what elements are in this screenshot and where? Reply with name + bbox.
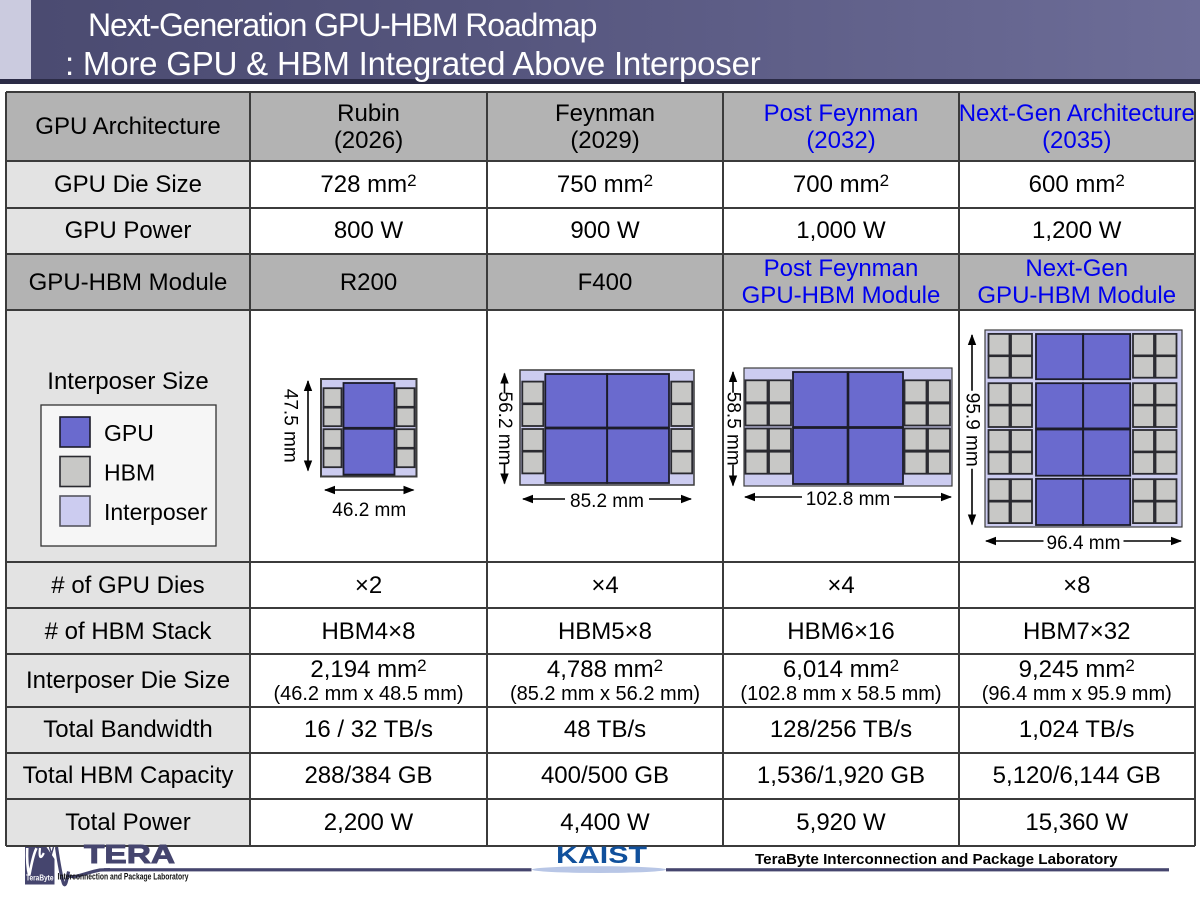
svg-text:58.5 mm: 58.5 mm: [723, 392, 744, 466]
svg-text:TeraByte: TeraByte: [26, 873, 54, 883]
svg-text:TERA: TERA: [84, 839, 175, 869]
svg-text:KAIST: KAIST: [556, 842, 647, 869]
svg-text:46.2 mm: 46.2 mm: [332, 500, 406, 521]
svg-text:96.4 mm: 96.4 mm: [1047, 533, 1121, 554]
svg-text:95.9 mm: 95.9 mm: [962, 393, 983, 467]
svg-text:HBM: HBM: [104, 460, 155, 486]
svg-text:47.5 mm: 47.5 mm: [280, 389, 301, 463]
svg-text:Interposer: Interposer: [104, 499, 208, 525]
svg-text:85.2 mm: 85.2 mm: [570, 491, 644, 512]
svg-text:102.8 mm: 102.8 mm: [806, 489, 890, 510]
svg-text:TeraByte Interconnection and P: TeraByte Interconnection and Package Lab…: [755, 851, 1118, 868]
svg-text:GPU: GPU: [104, 420, 154, 446]
svg-text:56.2 mm: 56.2 mm: [494, 392, 515, 466]
svg-text:Interconnection and Package La: Interconnection and Package Laboratory: [58, 872, 189, 882]
